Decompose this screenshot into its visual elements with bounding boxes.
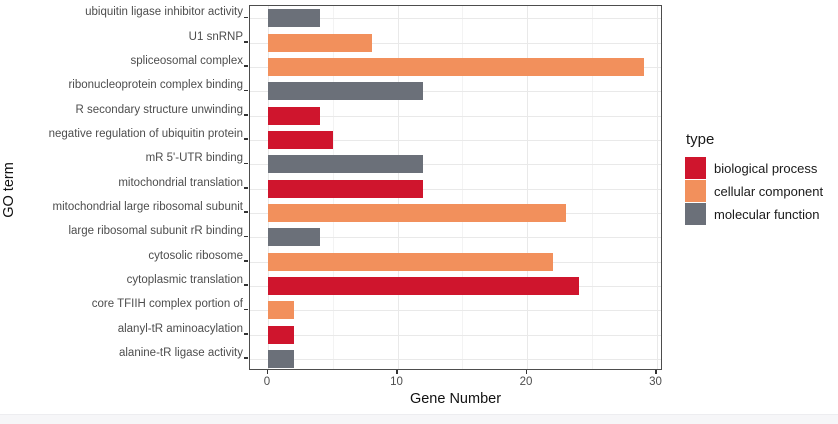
x-axis-title: Gene Number xyxy=(409,391,502,407)
bar-cellular-component xyxy=(268,301,294,320)
bar-biological-process xyxy=(268,325,294,344)
bar-biological-process xyxy=(268,179,424,198)
y-tick-mark xyxy=(244,211,248,213)
y-tick-mark xyxy=(244,260,248,262)
legend-key-swatch xyxy=(685,157,706,179)
x-tick-mark xyxy=(266,370,268,374)
y-tick-mark xyxy=(244,308,248,311)
legend-item-molecular-function: molecular function xyxy=(685,203,823,225)
y-tick-mark xyxy=(244,333,248,335)
y-tick-mark xyxy=(244,89,248,92)
y-tick-mark xyxy=(244,16,248,19)
window-edge-strip xyxy=(0,414,838,424)
bar-molecular-function xyxy=(268,9,320,28)
x-tick-label: 30 xyxy=(649,376,662,388)
legend-key-swatch xyxy=(685,180,706,202)
y-axis-labels: ubiquitin ligase inhibitor activity U1 sn… xyxy=(0,0,243,365)
y-axis-label: U1 snRNP xyxy=(188,30,243,43)
y-axis-label: mR 5'-UTR binding xyxy=(145,152,243,165)
x-tick-label: 10 xyxy=(390,376,403,388)
legend-item-cellular-component: cellular component xyxy=(685,180,823,202)
y-axis-label: ubiquitin ligase inhibitor activity xyxy=(85,6,243,19)
gridline-minor xyxy=(591,6,593,369)
y-axis-label: alanyl-tR aminoacylation xyxy=(117,322,243,335)
y-axis-label: cytosolic ribosome xyxy=(148,249,243,262)
legend-item-label: molecular function xyxy=(714,206,820,222)
x-tick-label: 20 xyxy=(519,376,533,388)
gridline-major xyxy=(656,6,658,369)
y-axis-label: ribonucleoprotein complex binding xyxy=(68,79,243,92)
y-axis-label: spliceosomal complex xyxy=(130,54,244,67)
bar-molecular-function xyxy=(268,82,424,101)
y-axis-label: mitochondrial large ribosomal subunit xyxy=(52,200,244,213)
legend-item-biological-process: biological process xyxy=(685,157,823,179)
gridline-row xyxy=(250,42,661,44)
gridline-row xyxy=(250,91,661,93)
y-axis-label: R secondary structure unwinding xyxy=(75,103,243,116)
bar-molecular-function xyxy=(268,349,294,368)
legend-title: type xyxy=(686,131,715,148)
bar-cellular-component xyxy=(268,33,372,52)
x-tick-mark xyxy=(396,370,398,374)
bar-biological-process xyxy=(268,276,579,295)
y-tick-mark xyxy=(244,114,248,116)
x-tick-mark xyxy=(655,370,657,374)
gridline-row xyxy=(250,18,661,20)
gridline-row xyxy=(250,139,661,141)
y-tick-mark xyxy=(244,235,248,238)
y-tick-mark xyxy=(244,284,248,286)
y-axis-label: cytoplasmic translation xyxy=(126,273,243,286)
gridline-row xyxy=(250,115,661,117)
y-tick-mark xyxy=(244,138,248,140)
gridline-row xyxy=(250,237,661,239)
y-tick-mark xyxy=(244,65,248,67)
legend-item-label: biological process xyxy=(714,160,818,176)
bar-molecular-function xyxy=(268,228,320,247)
plot-panel xyxy=(249,5,662,370)
legend-item-label: cellular component xyxy=(714,183,824,199)
bar-cellular-component xyxy=(268,203,566,222)
y-axis-label: alanine-tR ligase activity xyxy=(118,346,243,359)
y-axis-label: large ribosomal subunit rR binding xyxy=(68,225,243,238)
bar-biological-process xyxy=(268,130,333,149)
gridline-row xyxy=(250,358,661,360)
gridline-major xyxy=(527,6,528,369)
gridline-row xyxy=(250,188,661,190)
gridline-row xyxy=(250,334,661,336)
x-tick-mark xyxy=(525,370,527,374)
gridline-row xyxy=(250,310,661,312)
y-axis-label: negative regulation of ubiquitin protein xyxy=(48,127,243,140)
x-tick-label: 0 xyxy=(263,376,271,388)
y-axis-label: mitochondrial translation xyxy=(118,176,243,189)
bar-cellular-component xyxy=(268,252,553,271)
y-tick-mark xyxy=(244,187,248,189)
bar-biological-process xyxy=(268,106,320,125)
bar-cellular-component xyxy=(268,57,644,76)
y-tick-mark xyxy=(244,162,248,165)
gridline-minor xyxy=(462,6,464,369)
y-tick-mark xyxy=(244,357,248,359)
y-tick-mark xyxy=(244,41,248,43)
y-axis-label: core TFIIH complex portion of xyxy=(91,298,243,311)
legend-items: biological process cellular component mole… xyxy=(685,157,823,225)
legend: type biological process cellular componen… xyxy=(685,131,823,226)
gridline-row xyxy=(250,164,661,166)
legend-key-swatch xyxy=(685,203,706,225)
bar-molecular-function xyxy=(268,155,424,174)
